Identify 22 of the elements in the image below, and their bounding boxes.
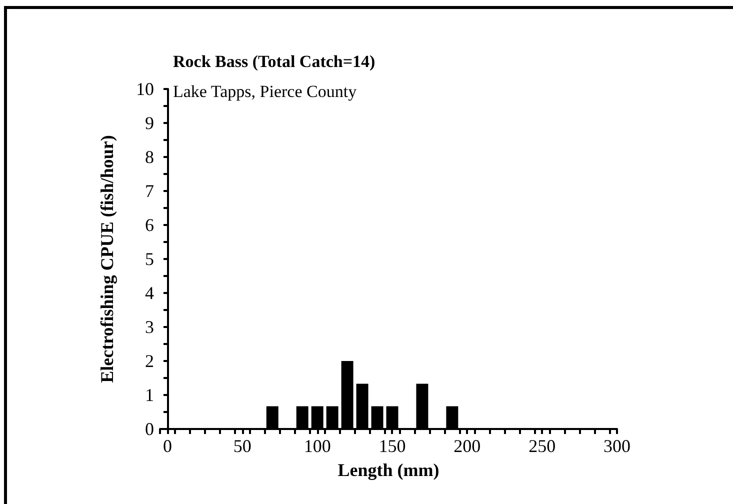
x-tick-label: 300 [604, 436, 630, 456]
chart-subtitle: Lake Tapps, Pierce County [173, 82, 358, 101]
y-tick-label: 0 [145, 419, 154, 439]
y-tick-label: 3 [145, 317, 154, 337]
x-tick-label: 100 [304, 436, 331, 456]
x-tick-label: 200 [454, 436, 481, 456]
x-tick-label: 250 [528, 436, 556, 456]
y-tick-label: 8 [145, 147, 154, 167]
y-tick-label: 1 [145, 385, 154, 405]
y-tick-label: 6 [145, 215, 154, 235]
y-tick-label: 4 [145, 283, 154, 303]
y-tick-label: 7 [145, 181, 154, 201]
x-axis-title: Length (mm) [338, 460, 440, 480]
y-tick-label: 9 [145, 113, 154, 133]
y-tick-label: 2 [145, 351, 154, 371]
y-tick-label: 10 [136, 79, 154, 99]
y-axis-title: Electrofishing CPUE (fish/hour) [97, 135, 117, 383]
x-tick-label: 0 [162, 436, 172, 456]
chart-title: Rock Bass (Total Catch=14) [173, 52, 376, 71]
y-tick-label: 5 [145, 249, 154, 269]
x-tick-label: 50 [233, 436, 252, 456]
x-tick-label: 150 [378, 436, 406, 456]
